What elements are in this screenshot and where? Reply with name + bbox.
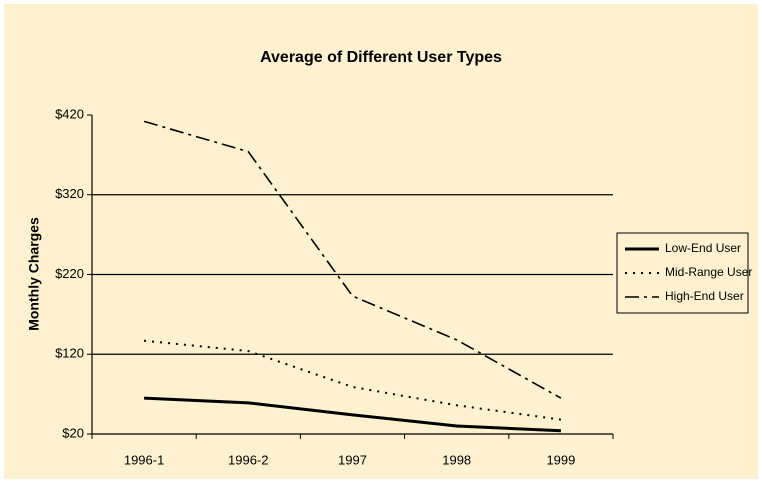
legend-label: Mid-Range User: [665, 265, 752, 279]
x-tick-label: 1996-2: [228, 452, 268, 467]
x-tick-label: 1997: [338, 452, 367, 467]
y-tick-label: $220: [55, 266, 84, 281]
x-tick-label: 1996-1: [124, 452, 164, 467]
chart-title: Average of Different User Types: [260, 49, 502, 66]
y-tick-label: $320: [55, 186, 84, 201]
data-line: [144, 396, 561, 433]
y-tick-label: $420: [55, 106, 84, 121]
x-tick-label: 1998: [442, 452, 471, 467]
legend-label: Low-End User: [665, 241, 741, 255]
y-tick-label: $120: [55, 346, 84, 361]
data-line: [143, 120, 562, 399]
y-tick-label: $20: [62, 425, 84, 440]
legend-box: [616, 232, 749, 314]
legend-label: High-End User: [665, 289, 744, 303]
legend: Low-End User Mid-Range User High-End User: [616, 232, 752, 314]
y-axis-label: Monthly Charges: [26, 217, 42, 331]
x-tick-label: 1999: [546, 452, 575, 467]
